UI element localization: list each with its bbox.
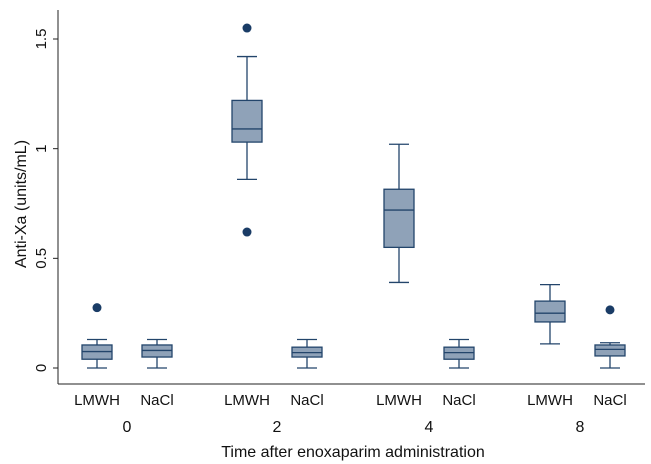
category-label-nacl: NaCl bbox=[442, 392, 475, 409]
category-label-lmwh: LMWH bbox=[74, 392, 120, 409]
y-axis: 0 0.5 1 1.5 bbox=[33, 10, 59, 384]
category-label-nacl: NaCl bbox=[140, 392, 173, 409]
group-label: 4 bbox=[425, 419, 434, 436]
outlier-point bbox=[605, 305, 615, 315]
group-label: 8 bbox=[576, 419, 585, 436]
outlier-point bbox=[242, 227, 252, 237]
outlier-point bbox=[92, 303, 102, 313]
box-0-lmwh bbox=[81, 303, 113, 369]
y-tick-label: 0.5 bbox=[33, 248, 50, 269]
plot-area bbox=[81, 23, 626, 369]
x-axis-label: Time after enoxaparim administration bbox=[221, 444, 485, 461]
category-label-lmwh: LMWH bbox=[224, 392, 270, 409]
box-2-lmwh bbox=[231, 23, 263, 237]
group-label: 2 bbox=[273, 419, 282, 436]
box-iqr bbox=[383, 188, 415, 249]
box-4-nacl bbox=[443, 338, 475, 369]
category-label-nacl: NaCl bbox=[593, 392, 626, 409]
y-tick-label: 1.5 bbox=[33, 29, 50, 50]
y-tick-label: 1 bbox=[33, 144, 50, 152]
box-iqr bbox=[231, 99, 263, 143]
y-axis-label: Anti-Xa (units/mL) bbox=[13, 140, 30, 268]
box-iqr bbox=[534, 300, 566, 323]
outlier-point bbox=[242, 23, 252, 33]
box-4-lmwh bbox=[383, 143, 415, 284]
box-2-nacl bbox=[291, 338, 323, 369]
category-label-lmwh: LMWH bbox=[527, 392, 573, 409]
box-8-nacl bbox=[594, 305, 626, 369]
box-8-lmwh bbox=[534, 284, 566, 345]
y-tick-label: 0 bbox=[33, 364, 50, 372]
box-iqr bbox=[594, 344, 626, 357]
group-label: 0 bbox=[123, 419, 132, 436]
box-0-nacl bbox=[141, 338, 173, 369]
category-label-nacl: NaCl bbox=[290, 392, 323, 409]
category-label-lmwh: LMWH bbox=[376, 392, 422, 409]
